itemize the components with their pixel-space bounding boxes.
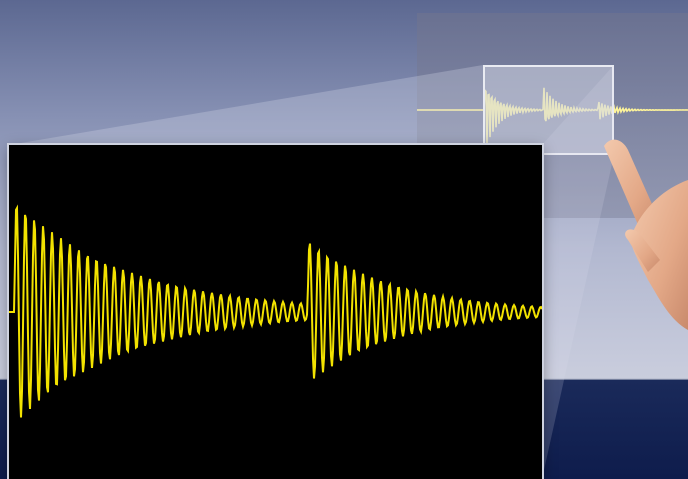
hand-palm [630, 180, 688, 330]
hand-pointer-icon [604, 139, 688, 330]
zoom-selection-box[interactable] [483, 65, 614, 155]
zoomed-waveform [9, 204, 542, 418]
waveform-trace [9, 204, 542, 418]
hand-thumb [625, 229, 660, 272]
scope-screen [9, 145, 542, 479]
